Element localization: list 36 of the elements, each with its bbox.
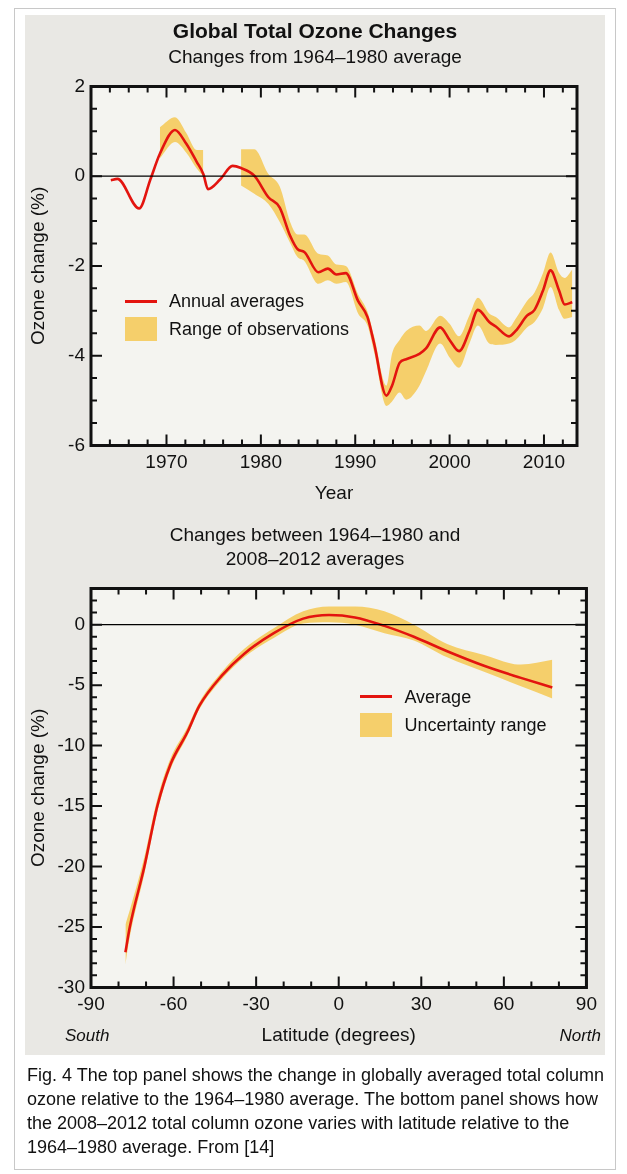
chart-title: Global Total Ozone Changes: [171, 18, 459, 43]
legend-label: Annual averages: [169, 290, 305, 314]
x-axis-title: Year: [314, 481, 354, 503]
x-tick-label: 90: [575, 993, 597, 1015]
x-tick-label: 2000: [428, 451, 471, 473]
y-tick-label: 2: [74, 74, 85, 96]
chart-title: Changes between 1964–1980 and 2008–2012 averages: [168, 523, 462, 571]
x-tick-label: 30: [410, 993, 432, 1015]
y-tick-label: -2: [68, 254, 85, 276]
text: North: [559, 1026, 601, 1046]
legend-label: Average: [404, 685, 472, 709]
text: South: [65, 1026, 110, 1046]
x-tick-label: 60: [493, 993, 515, 1015]
legend-label: Range of observations: [169, 318, 350, 342]
x-tick-label: 0: [333, 993, 345, 1015]
y-axis-title: Ozone change (%): [26, 708, 48, 868]
x-tick-label: -30: [242, 993, 270, 1015]
y-tick-label: 0: [74, 164, 85, 186]
y-tick-label: 0: [74, 612, 85, 634]
y-tick-label: -4: [68, 343, 86, 365]
y-tick-label: -15: [57, 794, 85, 816]
y-axis-title: Ozone change (%): [26, 186, 48, 346]
x-tick-label: 1970: [145, 451, 188, 473]
x-axis-title: Latitude (degrees): [261, 1023, 416, 1045]
y-tick-label: -25: [57, 915, 85, 937]
y-tick-label: -20: [57, 854, 85, 876]
x-tick-label: 2010: [522, 451, 566, 473]
chart-subtitle: Changes from 1964–1980 average: [167, 45, 463, 69]
y-tick-label: -6: [68, 433, 85, 455]
y-tick-label: -10: [57, 733, 85, 755]
legend-label: Uncertainty range: [404, 713, 547, 737]
x-tick-label: -60: [159, 993, 188, 1015]
x-tick-label: 1980: [239, 451, 282, 473]
x-tick-label: 1990: [334, 451, 377, 473]
y-tick-label: -5: [68, 673, 85, 695]
caption: Fig. 4 The top panel shows the change in globally averaged total column ozone relative to the 1964–1980 average. The bottom panel shows how the 2008–2012 total column ozone varies with latitude relative to the 1964–1980 average. From [14]: [26, 1064, 606, 1159]
